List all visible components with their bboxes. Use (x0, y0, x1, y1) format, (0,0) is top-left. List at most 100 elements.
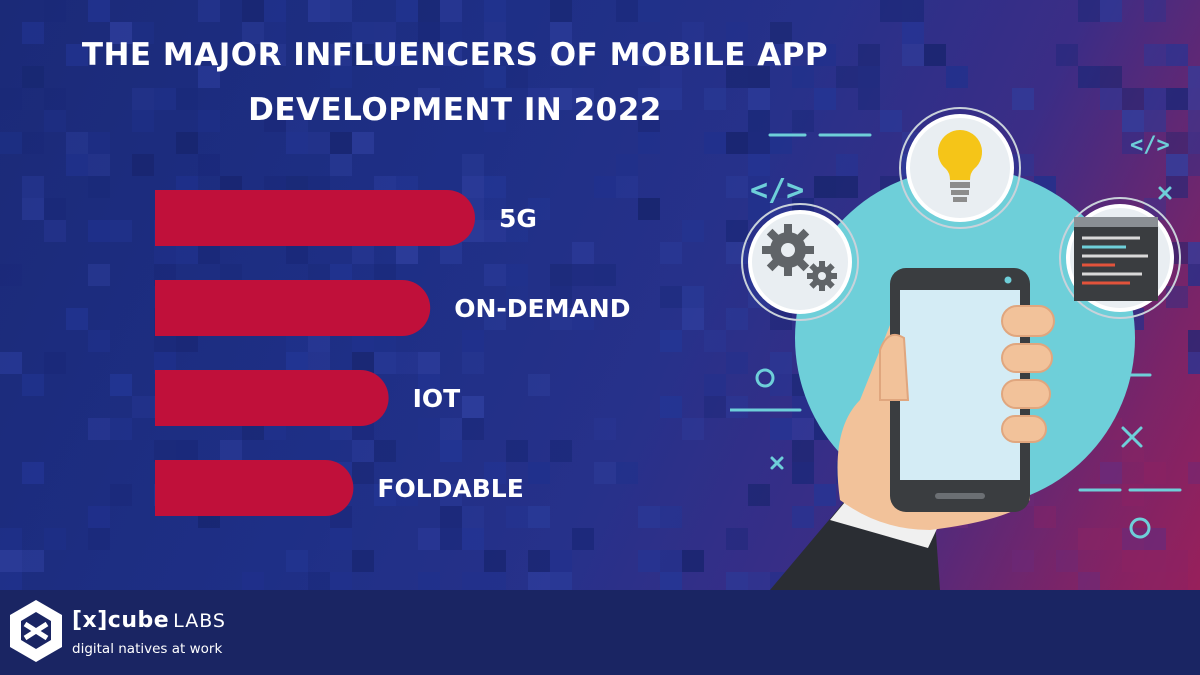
mosaic-tile (726, 132, 748, 154)
mosaic-tile (770, 22, 792, 44)
mosaic-tile (1012, 550, 1034, 572)
mosaic-tile (748, 66, 770, 88)
mosaic-tile (484, 462, 506, 484)
mosaic-tile (286, 352, 308, 374)
mosaic-tile (286, 110, 308, 132)
chart-title: THE MAJOR INFLUENCERS OF MOBILE APP DEVE… (0, 28, 910, 138)
mosaic-tile (792, 462, 814, 484)
mosaic-tile (440, 22, 462, 44)
mosaic-tile (1166, 572, 1188, 590)
mosaic-tile (1166, 132, 1188, 154)
mosaic-tile (132, 154, 154, 176)
mosaic-tile (462, 396, 484, 418)
mosaic-tile (836, 66, 858, 88)
mosaic-tile (396, 0, 418, 22)
mosaic-tile (836, 176, 858, 198)
mosaic-tile (1078, 528, 1100, 550)
mosaic-tile (352, 440, 374, 462)
mosaic-tile (1188, 462, 1200, 484)
mosaic-tile (308, 572, 330, 590)
brand-block: [x]cube LABS digital natives at work (72, 608, 226, 657)
mosaic-tile (352, 132, 374, 154)
mosaic-tile (418, 352, 440, 374)
mosaic-tile (396, 484, 418, 506)
mosaic-tile (44, 528, 66, 550)
x-mark-icons (770, 186, 1172, 470)
mosaic-tile (44, 0, 66, 22)
mosaic-tile (550, 550, 572, 572)
mosaic-tile (902, 44, 924, 66)
mosaic-tile (352, 462, 374, 484)
mosaic-tile (638, 44, 660, 66)
mosaic-tile (1144, 528, 1166, 550)
mosaic-tile (22, 66, 44, 88)
mosaic-tile (22, 132, 44, 154)
mosaic-tile (308, 0, 330, 22)
mosaic-tile (0, 572, 22, 590)
mosaic-tile (616, 462, 638, 484)
mosaic-tile (792, 66, 814, 88)
mosaic-tile (66, 132, 88, 154)
mosaic-tile (22, 550, 44, 572)
mosaic-tile (1122, 528, 1144, 550)
mosaic-tile (484, 22, 506, 44)
mosaic-tile (638, 198, 660, 220)
mosaic-tile (440, 506, 462, 528)
mosaic-tile (572, 88, 594, 110)
mosaic-tile (484, 110, 506, 132)
mosaic-tile (132, 88, 154, 110)
code-window-badge (1059, 197, 1181, 319)
mosaic-tile (242, 22, 264, 44)
mosaic-tile (418, 418, 440, 440)
mosaic-tile (176, 132, 198, 154)
mosaic-tile (1188, 264, 1200, 286)
mosaic-tile (66, 44, 88, 66)
mosaic-tile (396, 242, 418, 264)
mosaic-tile (330, 44, 352, 66)
mosaic-tile (880, 0, 902, 22)
mosaic-tile (682, 22, 704, 44)
mosaic-tile (1166, 44, 1188, 66)
mosaic-tile (242, 572, 264, 590)
mosaic-tile (154, 440, 176, 462)
mosaic-tile (770, 418, 792, 440)
mosaic-tile (726, 572, 748, 590)
mosaic-tile (418, 572, 440, 590)
mosaic-tile (726, 22, 748, 44)
mosaic-tile (528, 198, 550, 220)
bar-label-on-demand: ON-DEMAND (454, 294, 630, 323)
mosaic-tile (484, 198, 506, 220)
mosaic-tile (264, 110, 286, 132)
mosaic-tile (440, 242, 462, 264)
mosaic-tile (308, 352, 330, 374)
mosaic-tile (220, 440, 242, 462)
mosaic-tile (1188, 132, 1200, 154)
mosaic-tile (770, 44, 792, 66)
mosaic-tile (154, 352, 176, 374)
mosaic-tile (286, 132, 308, 154)
mosaic-tile (88, 418, 110, 440)
mosaic-tile (264, 44, 286, 66)
mosaic-tile (374, 22, 396, 44)
mosaic-tile (704, 396, 726, 418)
mosaic-tile (462, 418, 484, 440)
mosaic-tile (924, 44, 946, 66)
bar-5g (155, 190, 475, 246)
mosaic-tile (1144, 44, 1166, 66)
mosaic-tile (946, 66, 968, 88)
mosaic-tile (1078, 66, 1100, 88)
mosaic-tile (418, 0, 440, 22)
mosaic-tile (770, 352, 792, 374)
mosaic-tile (1144, 462, 1166, 484)
mosaic-tile (726, 66, 748, 88)
mosaic-tile (1100, 0, 1122, 22)
mosaic-tile (374, 484, 396, 506)
mosaic-tile (814, 88, 836, 110)
mosaic-tile (858, 44, 880, 66)
mosaic-tile (902, 0, 924, 22)
mosaic-tile (352, 352, 374, 374)
mosaic-tile (836, 154, 858, 176)
title-line-2: DEVELOPMENT IN 2022 (248, 92, 662, 128)
mosaic-tile (792, 110, 814, 132)
